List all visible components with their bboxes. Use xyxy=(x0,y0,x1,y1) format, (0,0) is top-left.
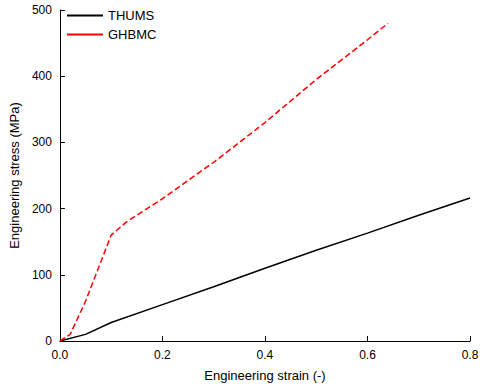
svg-text:300: 300 xyxy=(32,135,52,149)
svg-text:500: 500 xyxy=(32,3,52,17)
svg-text:0.4: 0.4 xyxy=(257,348,274,362)
svg-text:0: 0 xyxy=(45,334,52,348)
svg-text:200: 200 xyxy=(32,202,52,216)
svg-text:0.0: 0.0 xyxy=(52,348,69,362)
svg-text:THUMS: THUMS xyxy=(108,8,155,23)
svg-text:0.2: 0.2 xyxy=(154,348,171,362)
svg-text:400: 400 xyxy=(32,69,52,83)
svg-text:Engineering stress (MPa): Engineering stress (MPa) xyxy=(7,102,22,249)
svg-text:0.8: 0.8 xyxy=(462,348,479,362)
svg-text:0.6: 0.6 xyxy=(359,348,376,362)
svg-text:100: 100 xyxy=(32,268,52,282)
svg-text:Engineering strain (-): Engineering strain (-) xyxy=(204,368,325,383)
svg-text:GHBMC: GHBMC xyxy=(108,27,156,42)
